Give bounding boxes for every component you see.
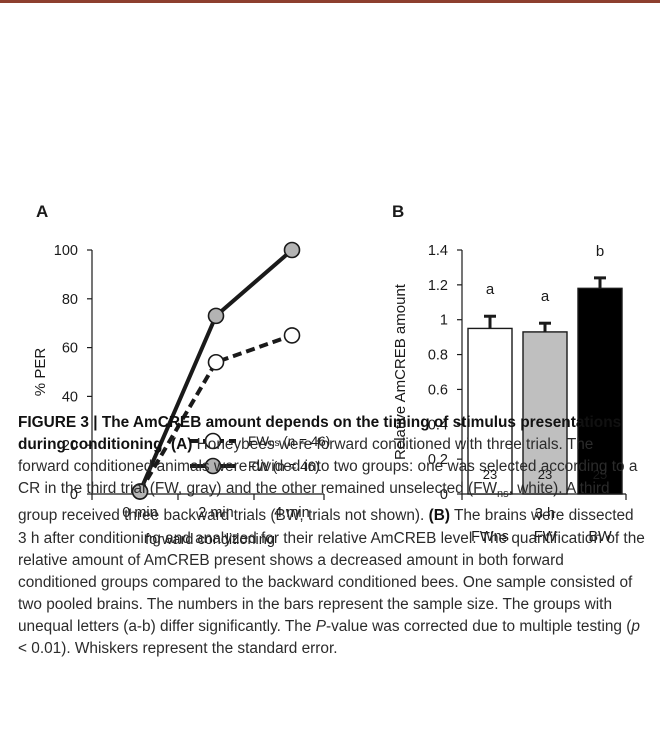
caption-title: FIGURE 3 | The AmCREB amount depends on … — [18, 414, 622, 454]
caption-b-text: The brains were dissected 3 h after cond… — [18, 507, 645, 635]
panel-b-letter: B — [392, 202, 404, 221]
x-tick-label-a: 4 min — [274, 505, 309, 521]
figure-caption: FIGURE 3 | The AmCREB amount depends on … — [18, 412, 646, 660]
y-tick-label-a: 80 — [62, 292, 78, 308]
x-category-label-FWns: FWns — [471, 529, 509, 545]
series-point-FWns — [283, 327, 301, 344]
legend-label-FW: FW (n = 46) — [248, 459, 320, 474]
series-point-FWns — [207, 353, 225, 371]
caption-a-text2: , white). A third group received three b… — [18, 480, 610, 525]
y-tick-label-b: 0.8 — [428, 348, 448, 364]
top-rule — [0, 0, 660, 3]
y-axis-label-a: % PER — [32, 348, 49, 397]
y-tick-label-b: 0.2 — [428, 452, 448, 468]
caption-a-label: (A) — [171, 436, 193, 454]
legend-marker-FWns — [204, 432, 222, 450]
caption-b-text3: < 0.01). Whiskers represent the standard… — [18, 640, 338, 658]
sample-size-FWns: 23 — [483, 467, 497, 482]
series-point-FW — [283, 241, 301, 259]
significance-letter-BW: b — [596, 243, 604, 260]
caption-period: . — [162, 436, 172, 454]
caption-b-label: (B) — [428, 507, 450, 525]
series-line-FWns — [138, 333, 293, 493]
y-tick-label-b: 0.4 — [428, 417, 448, 433]
bar-BW — [577, 287, 623, 495]
y-tick-label-a: 40 — [62, 389, 78, 405]
y-axis-label-b: Relative AmCREB amount — [392, 283, 409, 460]
x-category-label-FW: FW — [534, 529, 557, 545]
y-tick-label-b: 1.2 — [428, 278, 448, 294]
y-tick-label-b: 1.4 — [428, 243, 448, 259]
y-tick-label-a: 100 — [54, 243, 78, 259]
bar-FWns — [467, 327, 513, 495]
y-tick-label-b: 0.6 — [428, 382, 448, 398]
chart-b: 0 0.2 0.4 0.6 0.8 1 1.2 1.4 Relative AmCREB amou… — [392, 243, 627, 545]
y-tick-label-a: 20 — [62, 438, 78, 454]
x-tick-label-a: 2 min — [198, 505, 233, 521]
chart-a: 0 20 40 60 80 100 0 min 2 min 4 min forward condi… — [32, 241, 330, 548]
y-tick-label-a: 0 — [70, 487, 78, 503]
caption-a-text: Honeybees were forward conditioned with … — [18, 436, 638, 498]
y-tick-label-a: 60 — [62, 341, 78, 357]
x-category-label-BW: BW — [588, 529, 612, 545]
series-point-FW — [131, 483, 149, 500]
bar-FW — [522, 331, 568, 495]
significance-letter-FWns: a — [486, 281, 495, 298]
series-point-FW — [207, 307, 225, 325]
panel-a-letter: A — [36, 202, 48, 221]
y-tick-label-b: 1 — [440, 313, 448, 329]
sample-size-BW: 25 — [593, 467, 607, 482]
legend-label-FWns: FWns (n = 46) — [248, 434, 330, 449]
x-tick-label-a: 0 min — [122, 505, 157, 521]
significance-letter-FW: a — [541, 288, 550, 305]
caption-b-text2: -value was corrected due to multiple tes… — [325, 617, 632, 635]
caption-p-italic: P — [315, 617, 326, 635]
x-axis-label-a: forward conditioning — [145, 532, 275, 548]
x-axis-label-b: 3 h — [535, 506, 555, 522]
sample-size-FW: 23 — [538, 467, 552, 482]
y-tick-label-b: 0 — [440, 487, 448, 503]
legend-marker-FW — [204, 457, 222, 475]
caption-sub-ns: ns — [497, 488, 509, 501]
caption-p-italic2: p — [631, 617, 640, 635]
